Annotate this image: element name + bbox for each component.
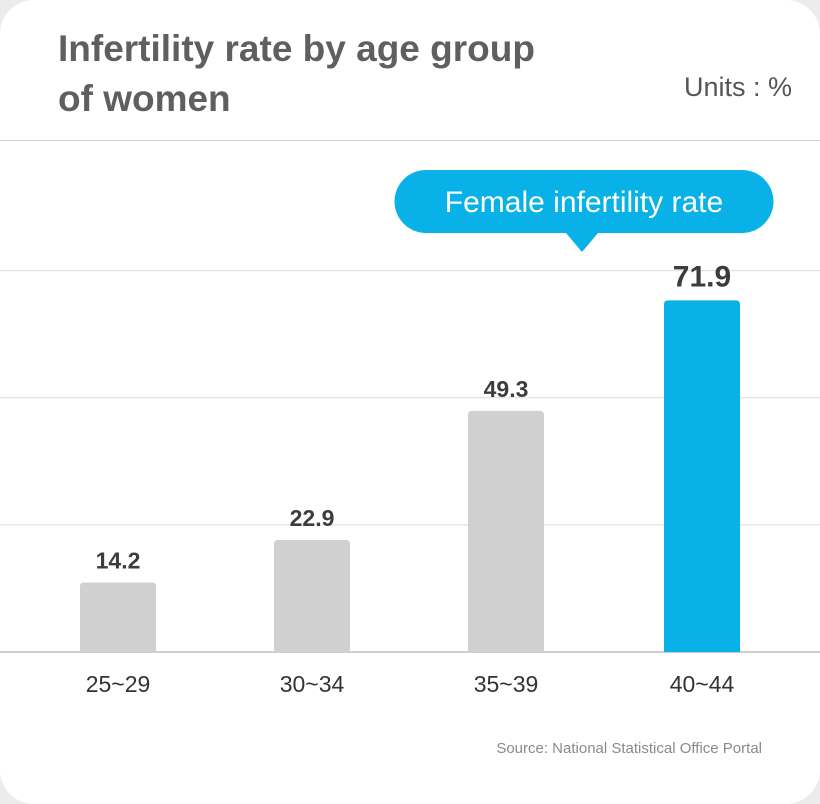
value-labels: 14.2 22.9 49.3 71.9 <box>96 260 732 573</box>
x-tick-label: 25~29 <box>86 671 151 697</box>
x-tick-label: 40~44 <box>670 671 735 697</box>
bar-value-label: 14.2 <box>96 548 141 574</box>
bar-value-label: 49.3 <box>484 376 529 402</box>
x-tick-label: 35~39 <box>474 671 539 697</box>
bar-value-label: 22.9 <box>290 505 335 531</box>
source-note: Source: National Statistical Office Port… <box>496 740 762 757</box>
callout-bubble <box>394 170 774 252</box>
bar-35~39 <box>468 410 544 652</box>
callout-label: Female infertility rate <box>445 186 723 219</box>
x-tick-label: 30~34 <box>280 671 345 697</box>
x-axis-ticks: 25~29 30~34 35~39 40~44 <box>86 671 735 697</box>
bar-25~29 <box>80 582 156 652</box>
bar-30~34 <box>274 540 350 652</box>
series-callout: Female infertility rate <box>394 170 774 252</box>
units-label: Units : % <box>683 72 792 102</box>
chart-title: Infertility rate by age group of women <box>58 28 535 119</box>
bar-value-label: 71.9 <box>673 260 731 293</box>
header-divider <box>0 140 820 141</box>
bar-40~44 <box>664 300 740 652</box>
bars <box>80 300 740 652</box>
